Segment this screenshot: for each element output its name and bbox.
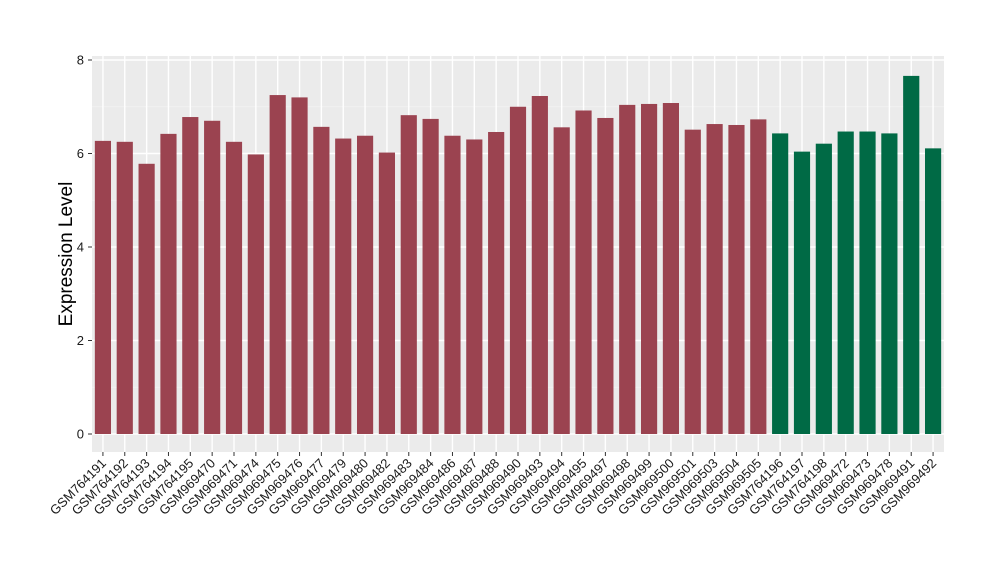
y-tick-label: 4 xyxy=(77,240,84,255)
bar-GSM969492 xyxy=(924,148,942,435)
bar-GSM969493 xyxy=(531,95,548,434)
bar-GSM969499 xyxy=(640,103,658,434)
bar-GSM969505 xyxy=(750,119,767,434)
x-axis: GSM764191GSM764192GSM764193GSM764194GSM7… xyxy=(47,452,939,518)
bar-GSM969487 xyxy=(466,139,483,434)
y-tick-label: 0 xyxy=(77,427,84,442)
bar-GSM969471 xyxy=(225,141,243,434)
bar-GSM764192 xyxy=(116,141,133,434)
bar-GSM969498 xyxy=(619,104,636,434)
bar-GSM969494 xyxy=(553,127,570,434)
bar-GSM764195 xyxy=(182,117,199,434)
bars-layer xyxy=(94,75,942,435)
bar-GSM969490 xyxy=(509,106,527,434)
bar-GSM969480 xyxy=(356,135,374,435)
bar-GSM969486 xyxy=(444,135,461,435)
bar-GSM969472 xyxy=(837,131,854,434)
bar-GSM969503 xyxy=(706,124,723,435)
bar-GSM969497 xyxy=(597,117,614,434)
bar-GSM969495 xyxy=(575,110,592,435)
bar-GSM764194 xyxy=(160,133,177,435)
y-tick-label: 6 xyxy=(77,146,84,161)
bar-GSM969470 xyxy=(204,120,221,435)
bar-GSM764191 xyxy=(94,140,112,434)
bar-GSM969477 xyxy=(313,126,330,434)
bar-GSM969473 xyxy=(859,131,876,434)
bar-GSM969501 xyxy=(684,129,701,434)
bar-GSM969483 xyxy=(400,115,417,434)
bar-GSM969476 xyxy=(291,97,308,435)
y-tick-label: 2 xyxy=(77,333,84,348)
bar-GSM764197 xyxy=(793,151,811,434)
bar-GSM969474 xyxy=(247,154,264,434)
bar-GSM969500 xyxy=(662,103,680,434)
y-axis: 0 2 4 6 8 xyxy=(77,53,92,442)
bar-GSM969479 xyxy=(335,138,352,435)
bar-GSM764193 xyxy=(138,163,155,434)
y-tick-label: 8 xyxy=(77,53,84,68)
bar-GSM969475 xyxy=(269,95,286,434)
bar-GSM969488 xyxy=(488,131,505,434)
bar-GSM969478 xyxy=(881,133,898,434)
bar-GSM969482 xyxy=(378,152,396,434)
bar-GSM764196 xyxy=(772,133,789,434)
bar-GSM969491 xyxy=(903,75,920,435)
bar-GSM969484 xyxy=(422,118,439,434)
bar-GSM969504 xyxy=(728,124,745,435)
bar-GSM764198 xyxy=(815,143,832,434)
y-axis-title: Expression Level xyxy=(56,182,77,327)
